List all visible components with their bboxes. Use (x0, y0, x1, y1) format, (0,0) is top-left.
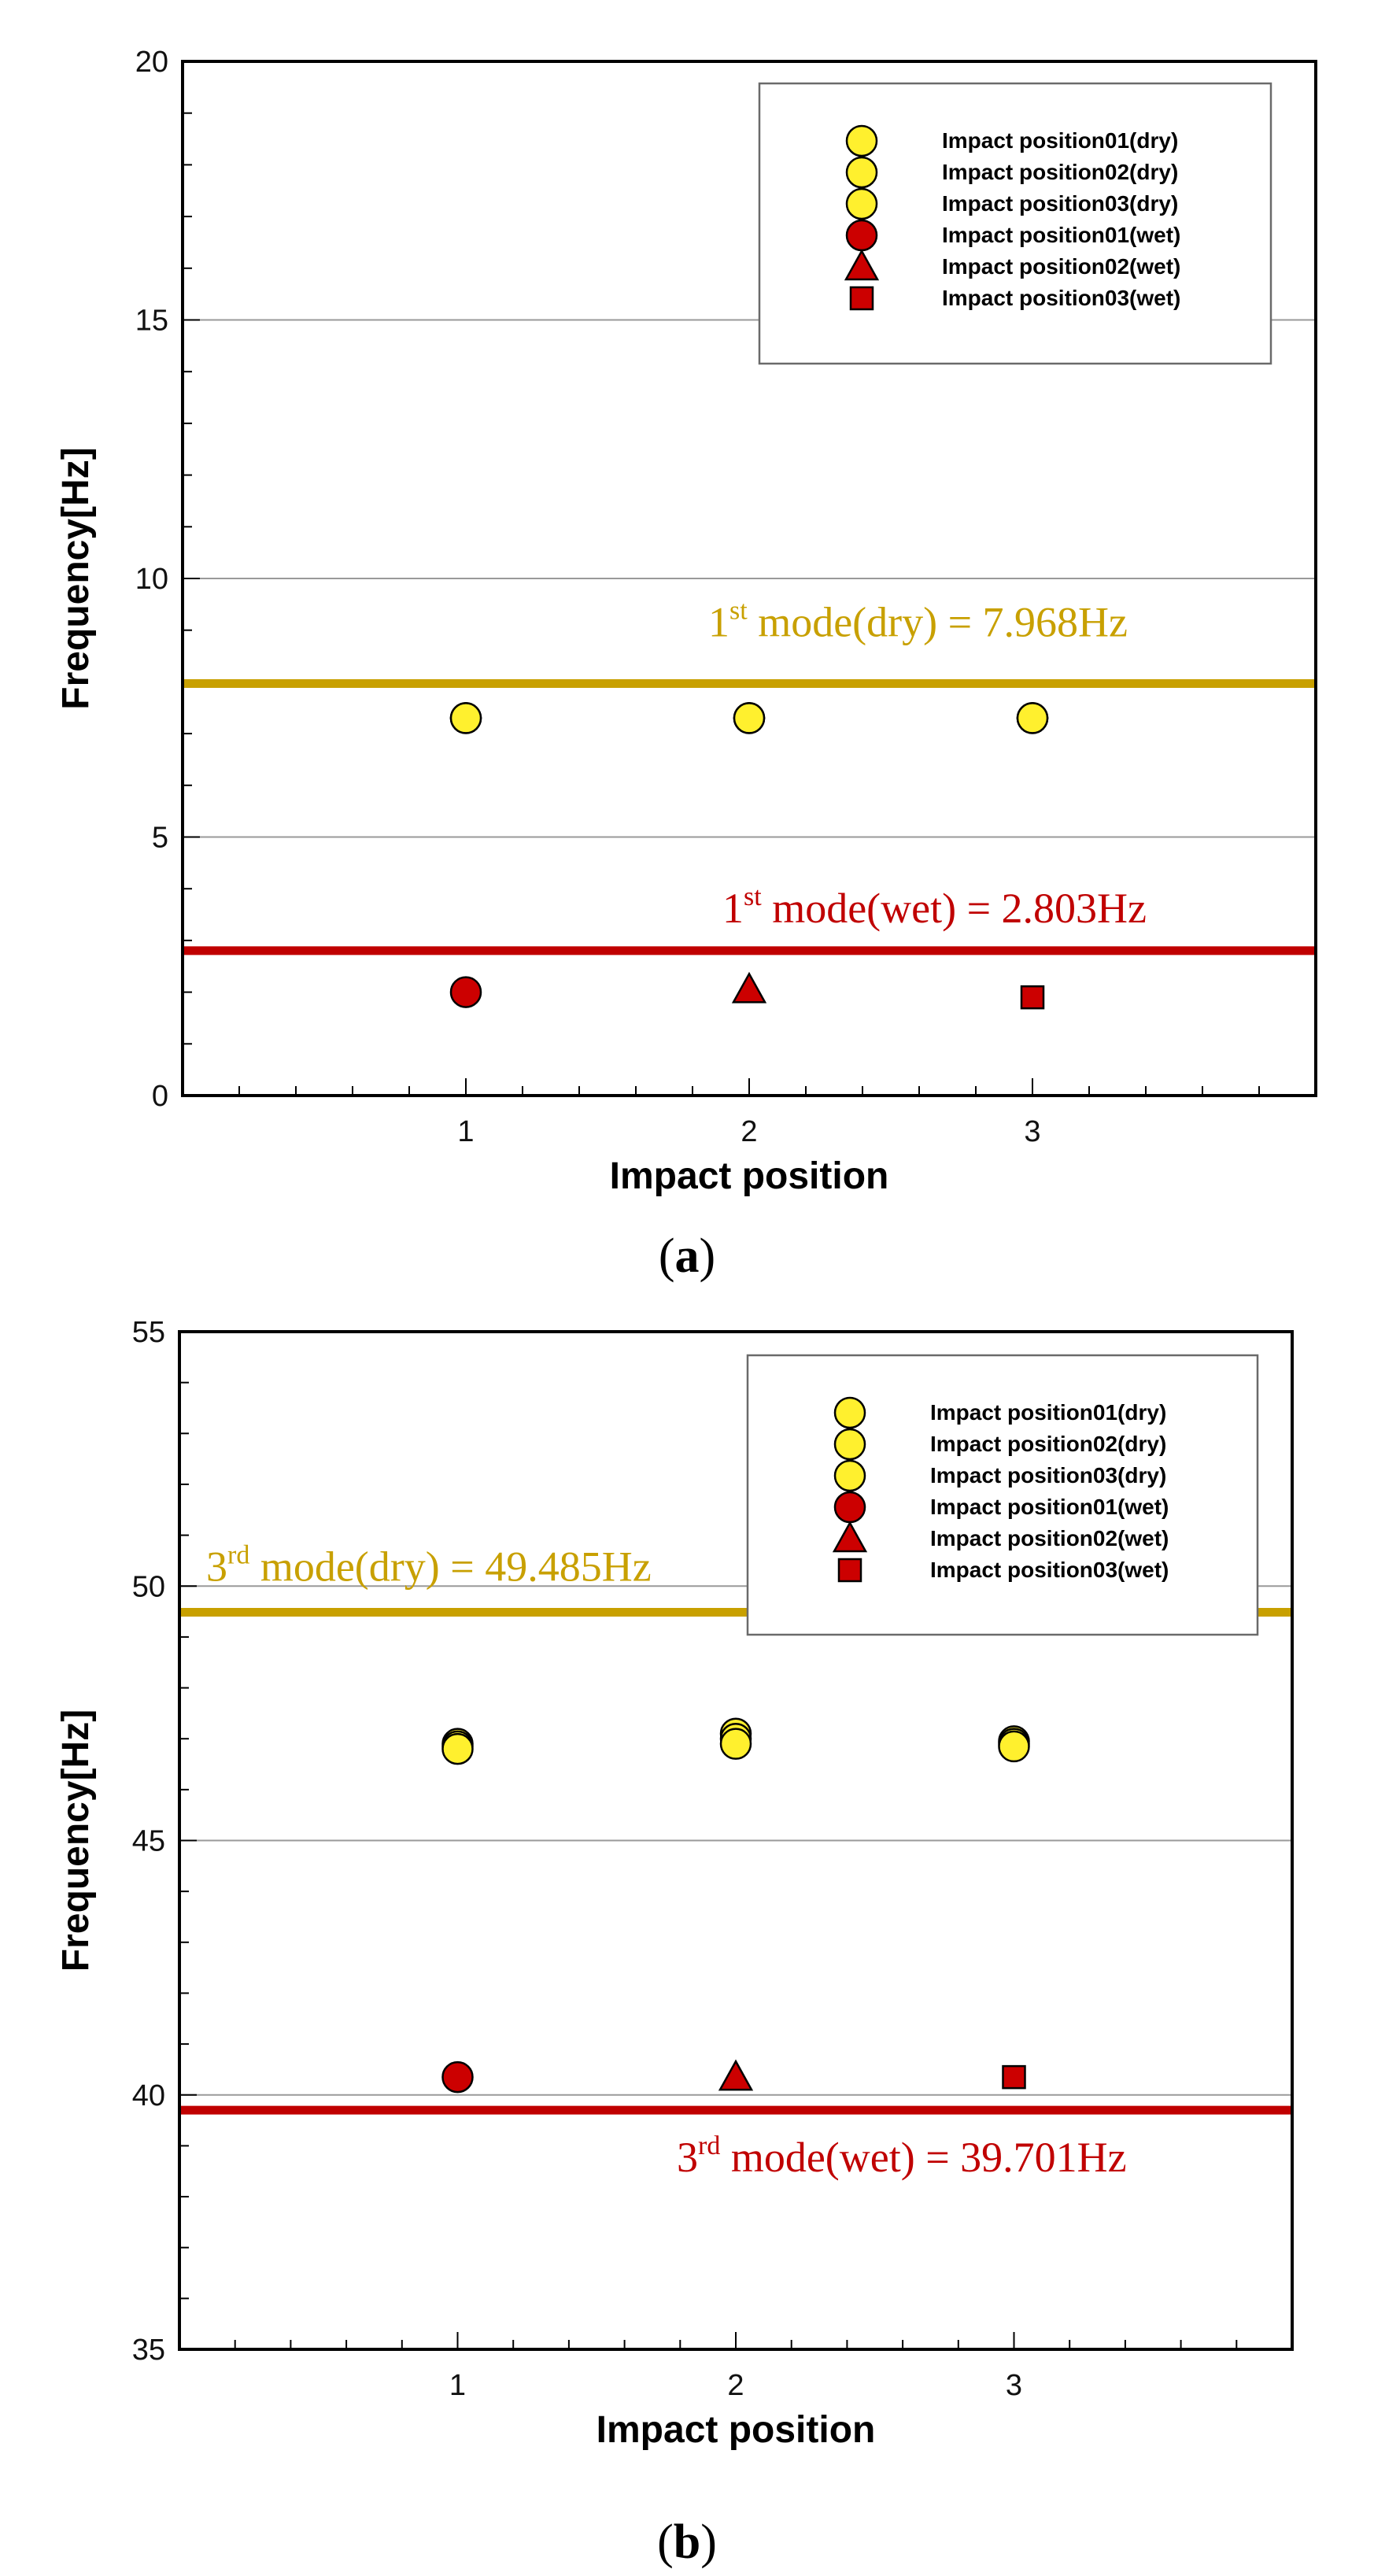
legend-label: Impact position02(dry) (930, 1432, 1166, 1456)
x-tick-label: 1 (457, 1115, 474, 1148)
legend-label: Impact position01(wet) (942, 223, 1180, 247)
legend-label: Impact position03(wet) (942, 286, 1180, 310)
x-axis-title: Impact position (610, 1155, 889, 1197)
y-tick-label: 55 (132, 1316, 165, 1349)
data-point (449, 976, 482, 1008)
legend-label: Impact position02(wet) (930, 1526, 1169, 1550)
data-point (441, 2060, 474, 2094)
data-point (733, 702, 766, 734)
y-tick-label: 40 (132, 2079, 165, 2112)
reference-label-dry: 3rd mode(dry) = 49.485Hz (206, 1541, 652, 1591)
y-axis-title: Frequency[Hz] (55, 1709, 97, 1972)
legend-label: Impact position02(dry) (942, 160, 1178, 184)
reference-label-dry: 1st mode(dry) = 7.968Hz (708, 597, 1128, 646)
legend-label: Impact position01(dry) (930, 1400, 1166, 1425)
plot-frame (181, 60, 1317, 1097)
data-point (441, 1732, 474, 1765)
data-point (719, 1728, 752, 1760)
y-axis-title: Frequency[Hz] (55, 447, 97, 709)
x-tick-label: 3 (1006, 2369, 1022, 2402)
legend-marker (844, 249, 880, 281)
x-tick-label: 2 (727, 2369, 744, 2402)
legend-marker (837, 1558, 862, 1583)
reference-label-wet: 1st mode(wet) = 2.803Hz (722, 882, 1147, 932)
y-tick-label: 45 (132, 1825, 165, 1858)
y-tick-label: 20 (135, 46, 168, 79)
y-tick-label: 0 (152, 1080, 168, 1113)
legend-marker (833, 1396, 866, 1429)
legend-label: Impact position03(dry) (930, 1463, 1166, 1488)
y-tick-label: 15 (135, 305, 168, 338)
y-tick-label: 10 (135, 563, 168, 596)
data-point (1020, 985, 1045, 1010)
reference-label-wet: 3rd mode(wet) = 39.701Hz (677, 2131, 1127, 2181)
data-point (998, 1730, 1030, 1763)
legend-label: Impact position02(wet) (942, 254, 1180, 279)
legend-marker (832, 1521, 868, 1553)
legend-box (746, 1354, 1259, 1636)
y-tick-label: 5 (152, 822, 168, 855)
legend-marker (849, 286, 874, 311)
legend-marker (845, 124, 878, 157)
legend-box (758, 82, 1272, 365)
data-point (731, 971, 767, 1003)
legend-label: Impact position03(wet) (930, 1558, 1169, 1582)
panel-caption: (b) (657, 2515, 717, 2569)
x-tick-label: 1 (449, 2369, 466, 2402)
legend-marker (833, 1491, 866, 1524)
y-tick-label: 35 (132, 2334, 165, 2367)
legend-marker (833, 1428, 866, 1461)
x-axis-title: Impact position (597, 2409, 876, 2451)
data-point (1002, 2064, 1026, 2090)
legend-marker (845, 187, 878, 220)
data-point (449, 702, 482, 734)
legend-marker (845, 219, 878, 252)
y-tick-label: 50 (132, 1570, 165, 1603)
x-tick-label: 3 (1024, 1115, 1040, 1148)
legend: Impact position01(dry) Impact position02(… (758, 82, 1272, 365)
panel-caption: (a) (659, 1229, 715, 1283)
data-point (1016, 702, 1049, 734)
legend-marker (845, 156, 878, 189)
legend-label: Impact position01(wet) (930, 1495, 1169, 1519)
plot-frame (178, 1330, 1294, 2351)
data-point (718, 2059, 754, 2091)
legend: Impact position01(dry) Impact position02(… (746, 1354, 1259, 1636)
legend-label: Impact position03(dry) (942, 191, 1178, 216)
chart-panel-b: 35 40 45 50 55 1 2 3 Impact position Frequency[Hz… (55, 1316, 1294, 2569)
x-tick-label: 2 (741, 1115, 757, 1148)
legend-marker (833, 1459, 866, 1492)
legend-label: Impact position01(dry) (942, 128, 1178, 153)
chart-panel-a: 0 5 10 15 20 1 2 3 Impact position Frequency[Hz] 1… (55, 46, 1317, 1283)
